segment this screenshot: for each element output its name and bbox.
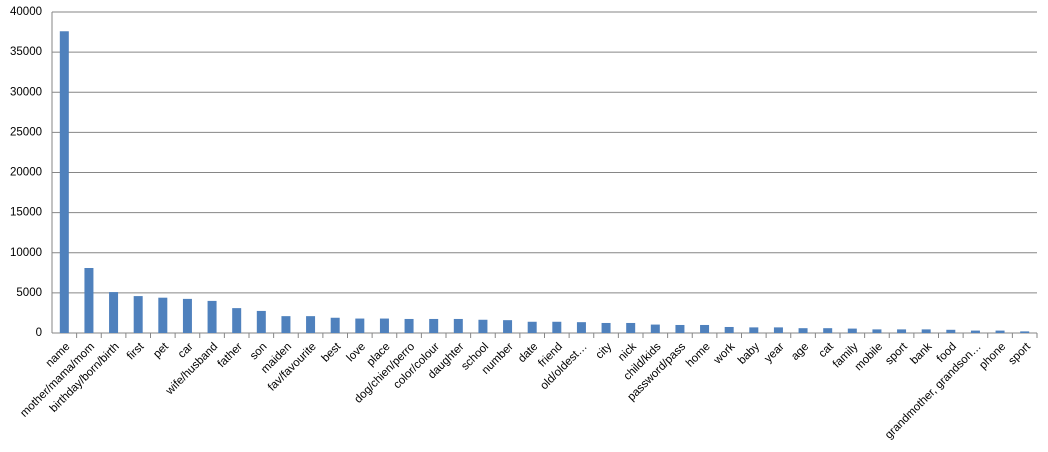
y-tick-label: 5000 [16, 287, 42, 299]
bar [133, 296, 143, 333]
bar [626, 322, 636, 333]
bar [453, 318, 463, 333]
x-tick-label: father [216, 341, 245, 370]
bar [650, 324, 660, 333]
bar [109, 292, 119, 333]
x-tick-label: mobile [853, 341, 885, 373]
bar [675, 324, 685, 333]
x-tick-label: car [176, 341, 196, 361]
x-tick-label: baby [736, 341, 762, 367]
bar [182, 298, 192, 333]
y-tick-label: 10000 [10, 247, 42, 259]
bar [429, 318, 439, 333]
bar [404, 318, 414, 333]
bar [946, 329, 956, 333]
y-tick-label: 0 [36, 327, 42, 339]
x-tick-label: phone [977, 341, 1008, 372]
bar [232, 308, 242, 333]
x-tick-label: pet [151, 340, 171, 360]
bar [503, 320, 513, 333]
bar [1020, 331, 1030, 333]
y-tick-label: 20000 [10, 167, 42, 179]
x-tick-label: best [320, 340, 344, 364]
x-tick-label: sport [1006, 340, 1033, 367]
bar [847, 328, 857, 333]
y-tick-label: 40000 [10, 6, 42, 18]
x-tick-label: cat [817, 340, 837, 360]
y-tick-label: 15000 [10, 207, 42, 219]
bar [478, 319, 488, 333]
bar [355, 318, 365, 333]
bar [84, 267, 94, 333]
bar [552, 321, 562, 333]
x-tick-label: age [789, 341, 811, 363]
bar [379, 318, 389, 333]
bar [872, 329, 882, 333]
x-tick-label: home [684, 341, 713, 370]
bar [700, 324, 710, 333]
x-tick-label: work [711, 341, 738, 368]
bar [724, 326, 734, 333]
bar [970, 330, 980, 333]
y-tick-label: 25000 [10, 126, 42, 138]
bar [773, 327, 783, 333]
bar [207, 300, 217, 333]
y-tick-label: 30000 [10, 86, 42, 98]
x-tick-label: first [125, 340, 147, 362]
x-tick-label: city [594, 341, 615, 362]
y-tick-label: 35000 [10, 46, 42, 58]
bar [59, 31, 69, 333]
bar [306, 316, 316, 333]
bar [995, 330, 1005, 333]
x-tick-label: bank [908, 341, 934, 367]
x-tick-label: sport [883, 340, 910, 367]
bar [330, 317, 340, 333]
x-tick-label: year [762, 341, 786, 365]
bar [576, 322, 586, 333]
bar [749, 327, 759, 333]
bar [798, 328, 808, 333]
bar [158, 297, 168, 333]
bar [823, 328, 833, 333]
bar [256, 310, 266, 333]
bar [921, 329, 931, 333]
bar [897, 329, 907, 333]
bar [601, 322, 611, 333]
bar [281, 316, 291, 333]
bar [527, 321, 537, 333]
